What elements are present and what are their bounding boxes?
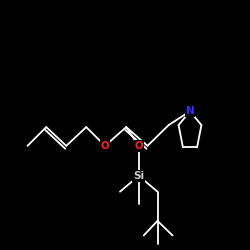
- Text: O: O: [100, 141, 110, 151]
- Text: Si: Si: [133, 171, 144, 181]
- Text: N: N: [186, 106, 194, 116]
- Text: O: O: [134, 141, 143, 151]
